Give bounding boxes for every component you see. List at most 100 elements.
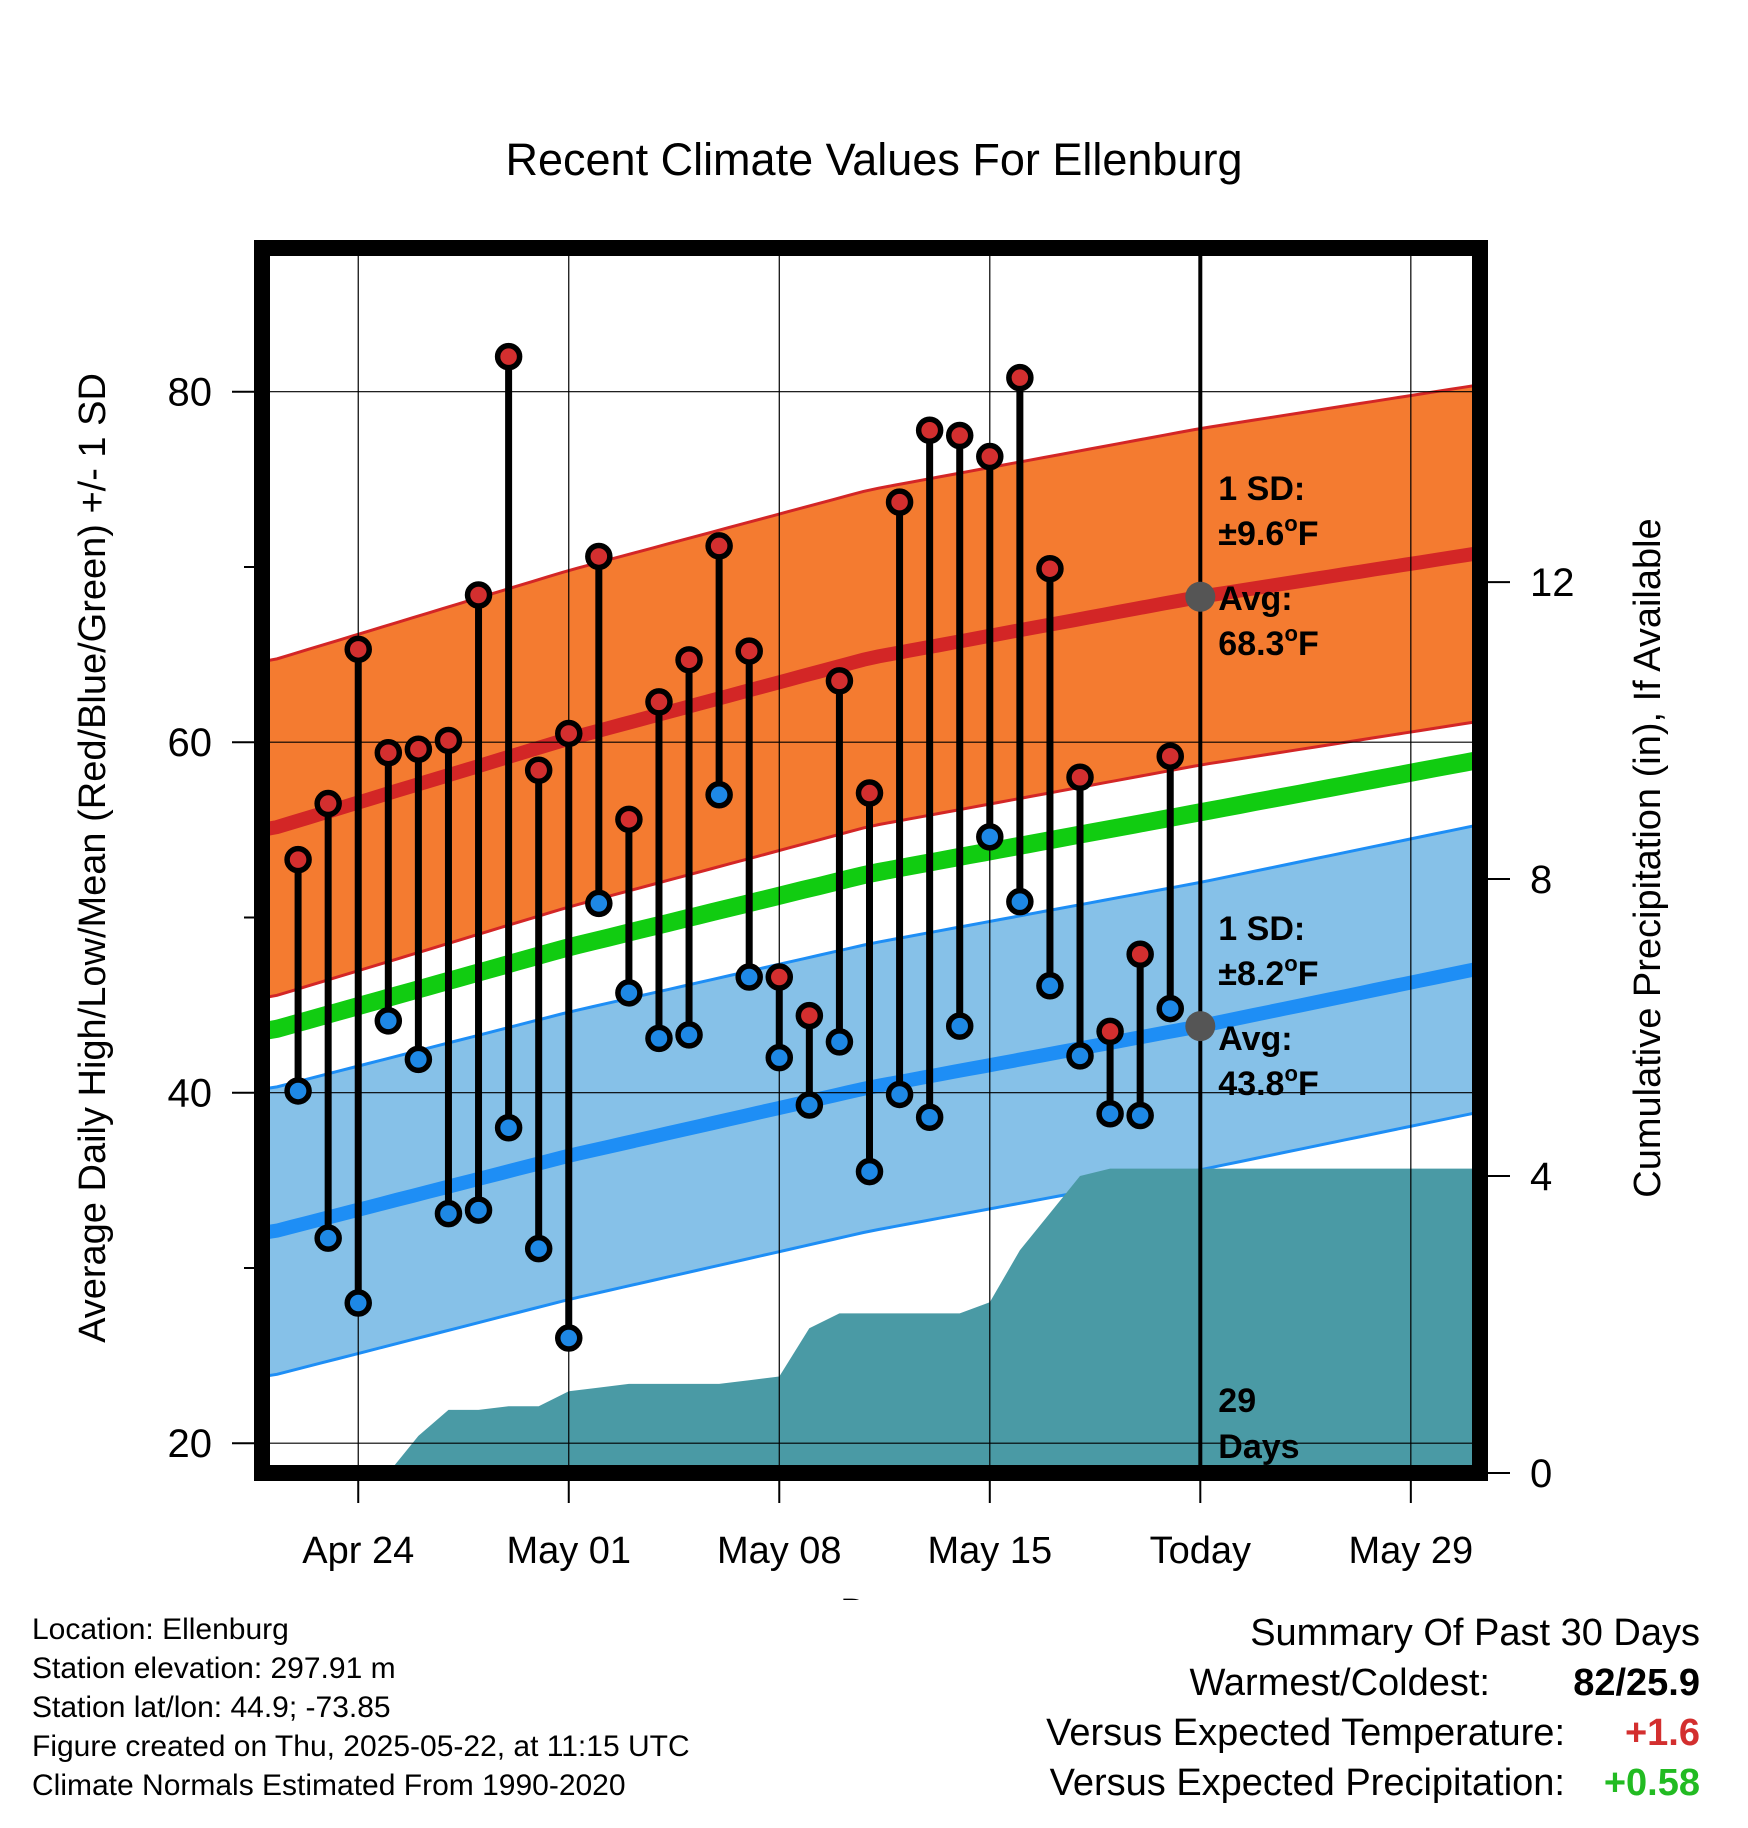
elevation-text: Station elevation: 297.91 m [32,1652,396,1685]
x-tick-label: May 15 [927,1530,1052,1572]
high-sd-value: ±9.6oF [1218,511,1318,553]
x-tick-label: May 08 [717,1530,842,1572]
low-point [976,823,1004,851]
high-point [555,719,583,748]
high-point [314,789,342,818]
today-count-unit: Days [1218,1428,1299,1466]
warm-cold-label: Warmest/Coldest: [1189,1662,1490,1704]
high-point [1096,1017,1124,1046]
y-tick-label: 80 [168,371,213,415]
temp-label: Versus Expected Temperature: [1046,1712,1565,1754]
climate-chart: Recent Climate Values For Ellenburg 1 SD… [72,134,1669,1600]
low-avg-value: 43.8oF [1218,1061,1318,1103]
high-avg-label: Avg: [1218,580,1292,618]
low-point [464,1196,493,1224]
low-point [1126,1101,1154,1130]
low-point [344,1289,372,1317]
low-point [915,1103,944,1131]
y-tick-label: 20 [168,1422,213,1466]
normals-text: Climate Normals Estimated From 1990-2020 [32,1769,626,1802]
y-tick-label: 40 [168,1072,213,1116]
station-info: Location: Ellenburg Station elevation: 2… [32,1610,690,1805]
y-tick-label: 60 [168,721,213,765]
location-text: Location: Ellenburg [32,1613,289,1646]
today-count-number: 29 [1218,1382,1256,1420]
low-point [585,889,613,918]
low-point [765,1043,794,1072]
high-point [524,756,553,784]
low-point [1036,972,1064,1000]
high-point [765,963,794,991]
high-point [494,342,523,371]
temp-row: Versus Expected Temperature: +1.6 [1046,1708,1700,1758]
high-sd-edge-upper [262,383,1480,664]
summary-panel: Summary Of Past 30 Days Warmest/Coldest:… [1046,1608,1700,1808]
low-point [1006,887,1034,916]
x-tick-label: Today [1150,1530,1251,1572]
precip-label: Versus Expected Precipitation: [1049,1762,1565,1804]
latlon-text: Station lat/lon: 44.9; -73.85 [32,1691,391,1724]
low-point [404,1045,433,1074]
high-point [795,1001,824,1030]
low-point [615,979,643,1007]
low-point [374,1007,403,1035]
temp-value: +1.6 [1624,1712,1700,1754]
low-point [434,1199,463,1228]
high-point [945,421,974,450]
low-sd-label: 1 SD: [1218,910,1305,948]
high-point [1126,940,1154,969]
low-point [284,1077,312,1105]
x-tick-label: May 29 [1349,1530,1474,1572]
high-avg-value: 68.3oF [1218,621,1318,663]
high-point [705,532,733,560]
low-point [494,1114,523,1142]
high-point [1066,763,1094,792]
low-point [885,1080,914,1109]
high-point [1156,742,1184,770]
high-point [464,581,493,609]
y2-tick-label: 4 [1530,1155,1552,1199]
high-point [615,805,643,834]
low-point [1066,1042,1094,1070]
high-point [885,488,914,516]
low-point [524,1234,553,1263]
low-point [795,1091,824,1119]
high-point [1036,554,1064,583]
high-point [1006,363,1034,392]
avg-high-marker [1185,581,1216,612]
high-point [284,845,312,874]
y2-axis-label: Cumulative Precipitation (in), If Availa… [1627,518,1669,1197]
high-point [675,646,703,674]
normals-group [262,248,1480,1473]
high-point [645,688,673,716]
low-point [555,1324,583,1352]
low-point [705,781,733,809]
low-point [855,1157,884,1186]
high-point [855,779,884,807]
low-sd-edge-lower [262,1110,1480,1379]
high-sd-label: 1 SD: [1218,470,1305,508]
x-axis-label: Day [840,1592,908,1600]
low-point [675,1021,703,1049]
low-point [314,1224,342,1252]
low-avg-label: Avg: [1218,1020,1292,1058]
y2-tick-label: 0 [1530,1452,1552,1496]
avg-low-marker [1185,1011,1216,1042]
low-point [735,963,763,991]
summary-title-text: Summary Of Past 30 Days [1250,1612,1700,1654]
chart-title: Recent Climate Values For Ellenburg [505,134,1242,185]
high-point [976,442,1004,471]
high-point [735,637,763,665]
created-text: Figure created on Thu, 2025-05-22, at 11… [32,1730,690,1763]
plot-frame [254,240,1488,1481]
precip-value: +0.58 [1603,1762,1700,1804]
low-point [645,1024,673,1053]
summary-title: Summary Of Past 30 Days [1046,1608,1700,1658]
low-point [945,1012,974,1040]
high-point [585,542,613,571]
low-point [1156,994,1184,1023]
y-axis-label: Average Daily High/Low/Mean (Red/Blue/Gr… [72,373,114,1343]
precip-row: Versus Expected Precipitation: +0.58 [1046,1758,1700,1808]
low-point [1096,1099,1124,1128]
